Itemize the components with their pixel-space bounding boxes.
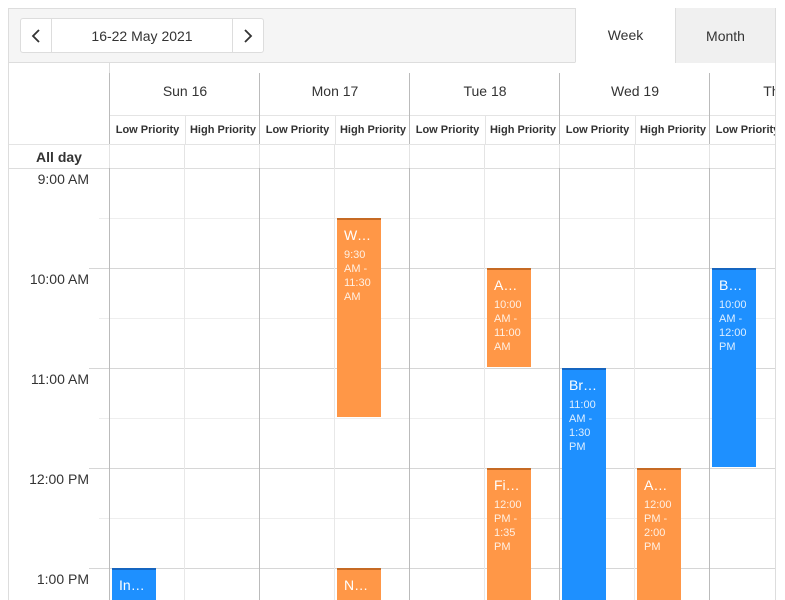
appointment[interactable]: Approve Personal Computer Upgrade Plan 10… <box>487 268 531 367</box>
all-day-cell[interactable] <box>109 145 184 169</box>
priority-divider <box>184 168 185 600</box>
appointment-time: 12:00 PM - 2:00 PM <box>644 499 672 553</box>
low-priority-header: Low Priority <box>115 124 180 136</box>
appointment[interactable]: Approve New Online Marketing Strategy 12:… <box>637 468 681 600</box>
low-priority-header: Low Priority <box>415 124 480 136</box>
appointment-title: Approve New Online Marketing Strategy <box>644 477 674 493</box>
all-day-cell[interactable] <box>334 145 409 169</box>
time-label: 1:00 PM <box>36 571 89 587</box>
date-navigator: 16-22 May 2021 <box>20 18 264 53</box>
appointment-title: Brochure Design Review <box>569 377 599 393</box>
time-label: 10:00 AM <box>29 271 89 287</box>
low-priority-header: Low Priority <box>265 124 330 136</box>
appointment-time: 11:00 AM - 1:30 PM <box>569 399 596 453</box>
appointment-time: 12:00 PM - 1:35 PM <box>494 499 522 553</box>
all-day-cell[interactable] <box>484 145 559 169</box>
priority-divider <box>634 168 635 600</box>
all-day-cell[interactable] <box>559 145 634 169</box>
priority-divider <box>334 168 335 600</box>
day-title[interactable]: Sun 16 <box>162 83 208 99</box>
appointment-title: Install New Router in Dev Room <box>119 577 149 593</box>
appointment-time: 10:00 AM - 12:00 PM <box>719 299 747 353</box>
date-range-caption[interactable]: 16-22 May 2021 <box>91 27 193 44</box>
high-priority-header: High Priority <box>485 116 560 144</box>
appointment[interactable]: Website Re-Design Plan 9:30 AM - 11:30 AM <box>337 218 381 417</box>
tab-week[interactable]: Week <box>575 8 675 63</box>
appointment[interactable]: Brochure Design Review 11:00 AM - 1:30 PM <box>562 368 606 600</box>
appointment-time: 10:00 AM - 11:00 AM <box>494 299 522 353</box>
appointment[interactable]: Book Flights to San Fran for Sales Trip 1… <box>712 268 756 467</box>
high-priority-header: High Priority <box>335 116 410 144</box>
day-divider <box>559 168 560 600</box>
hour-line <box>89 368 775 369</box>
appointment[interactable]: Install New Router in Dev Room1:00 PM - … <box>112 568 156 600</box>
appointment-title: Book Flights to San Fran for Sales Trip <box>719 277 749 293</box>
previous-period-button[interactable] <box>21 19 52 52</box>
priority-row: Low Priority High Priority <box>410 115 560 144</box>
appointment-title: Final Budget Review <box>494 477 524 493</box>
half-hour-line <box>99 418 775 419</box>
half-hour-line <box>99 518 775 519</box>
day-divider <box>409 168 410 600</box>
low-priority-header: Low Priority <box>565 124 630 136</box>
day-divider <box>709 168 710 600</box>
low-priority-header: Low Priority <box>715 124 776 136</box>
day-divider <box>109 168 110 600</box>
priority-row: Low Priority High Priority <box>110 115 260 144</box>
tab-month[interactable]: Month <box>675 8 775 63</box>
priority-row: Low Priority High Priority <box>260 115 410 144</box>
appointment-title: New Brochures <box>344 577 374 593</box>
appointment-time: 9:30 AM - 11:30 AM <box>344 249 371 303</box>
hour-line <box>89 468 775 469</box>
chevron-left-icon <box>31 28 40 43</box>
all-day-label: All day <box>36 149 82 165</box>
all-day-cell[interactable] <box>709 145 775 169</box>
all-day-cell[interactable] <box>184 145 259 169</box>
hour-line <box>89 568 775 569</box>
appointment[interactable]: New Brochures1:00 PM - 3:15 PM <box>337 568 381 600</box>
time-label: 12:00 PM <box>29 471 89 487</box>
half-hour-line <box>99 318 775 319</box>
chevron-right-icon <box>244 28 253 43</box>
day-header: Mon 17 Low Priority High Priority <box>259 73 410 168</box>
day-title[interactable]: Thu 20 <box>763 83 775 99</box>
day-divider <box>259 168 260 600</box>
scheduler-toolbar: 16-22 May 2021 Week Month <box>8 8 776 63</box>
all-day-row: All day <box>9 144 775 169</box>
high-priority-header: High Priority <box>635 116 710 144</box>
high-priority-header: High Priority <box>185 116 260 144</box>
half-hour-line <box>99 218 775 219</box>
scheduler-header: Sun 16 Low Priority High Priority Mon 17 Low… <box>9 63 775 169</box>
hour-line <box>89 268 775 269</box>
time-label: 11:00 AM <box>30 371 89 387</box>
appointment[interactable]: Final Budget Review 12:00 PM - 1:35 PM <box>487 468 531 600</box>
day-header: Sun 16 Low Priority High Priority <box>109 73 260 168</box>
day-header: Wed 19 Low Priority High Priority <box>559 73 710 168</box>
view-switcher: Week Month <box>575 8 775 63</box>
scheduler: Sun 16 Low Priority High Priority Mon 17 Low… <box>8 63 776 600</box>
appointment-title: Website Re-Design Plan <box>344 227 374 243</box>
day-title[interactable]: Wed 19 <box>611 83 659 99</box>
priority-row: Low Priority High Priority <box>560 115 710 144</box>
day-title[interactable]: Mon 17 <box>311 83 359 99</box>
time-label: 9:00 AM <box>37 171 89 187</box>
time-grid[interactable]: 9:00 AM 10:00 AM 11:00 AM 12:00 PM 1:00 PM We… <box>9 168 775 600</box>
appointment-title: Approve Personal Computer Upgrade Plan <box>494 277 524 293</box>
all-day-cell[interactable] <box>259 145 334 169</box>
day-title[interactable]: Tue 18 <box>463 83 507 99</box>
all-day-cell[interactable] <box>634 145 709 169</box>
priority-divider <box>484 168 485 600</box>
next-period-button[interactable] <box>232 19 263 52</box>
day-header: Tue 18 Low Priority High Priority <box>409 73 560 168</box>
all-day-cell[interactable] <box>409 145 484 169</box>
